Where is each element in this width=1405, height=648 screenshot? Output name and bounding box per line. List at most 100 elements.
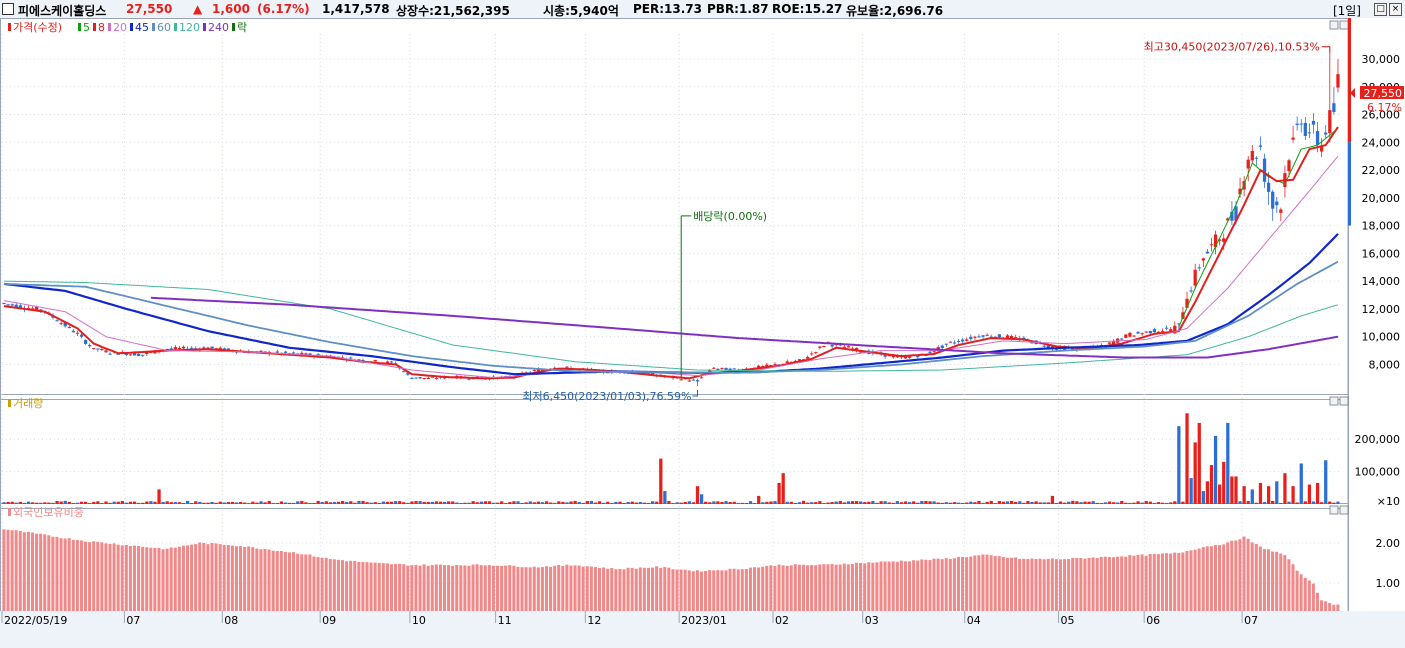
candle-body (275, 351, 279, 353)
restore-icon[interactable]: □ (1374, 3, 1387, 16)
candle-body (969, 336, 973, 340)
volume-bar (712, 501, 716, 504)
foreign-ratio-bar (646, 567, 650, 611)
volume-bar (997, 500, 1002, 504)
candle-body (1107, 342, 1112, 344)
candle-body (646, 372, 651, 374)
foreign-ratio-bar (622, 569, 626, 611)
candle-body (757, 365, 761, 369)
foreign-ratio-bar (426, 565, 430, 611)
foreign-ratio-bar (124, 544, 128, 611)
candle-body (6, 304, 10, 306)
foreign-ratio-bar (777, 564, 781, 611)
candle-body (434, 378, 439, 380)
volume-bar (1307, 484, 1312, 504)
volume-bar (516, 501, 520, 504)
candle-body (1311, 120, 1316, 125)
foreign-ratio-bar (597, 567, 602, 611)
volume-bar (875, 502, 879, 504)
volume-bar (850, 501, 855, 504)
volume-bar (834, 501, 838, 504)
foreign-ratio-bar (1091, 557, 1095, 611)
foreign-ratio-bar (1022, 558, 1026, 611)
candle-body (1042, 345, 1046, 347)
volume-bar (349, 501, 353, 504)
volume-bar (43, 502, 47, 504)
volume-bar (104, 501, 108, 504)
foreign-ratio-bar (1197, 548, 1201, 611)
volume-bar (10, 501, 14, 504)
foreign-ratio-bar (132, 545, 137, 611)
candle-body (1148, 330, 1152, 334)
close-icon[interactable]: × (1389, 3, 1402, 16)
volume-bar (267, 500, 271, 504)
volume-bar (1042, 502, 1046, 504)
candle-body (145, 352, 149, 354)
volume-bar (206, 502, 210, 504)
dividend-annotation: 배당락(0.00%) (693, 210, 767, 223)
volume-bar (483, 501, 488, 504)
x-tick-label: 12 (587, 614, 601, 627)
volume-bar (569, 501, 573, 504)
volume-bar (259, 501, 263, 504)
volume-bar (1230, 476, 1234, 504)
volume-bar (961, 502, 965, 504)
foreign-ratio-bar (932, 558, 936, 611)
foreign-ratio-bar (985, 554, 989, 611)
candle-body (104, 350, 108, 353)
foreign-ratio-bar (1144, 555, 1148, 611)
volume-bar (912, 501, 916, 504)
foreign-ratio-bar (320, 557, 324, 611)
candle-body (973, 336, 977, 338)
foreign-ratio-bar (1315, 592, 1319, 611)
foreign-ratio-bar (569, 565, 573, 611)
stock-chart[interactable]: 최고30,450(2023/07/26),10.53% 최저6,450(2023/… (0, 18, 1405, 648)
stock-header-bar: 피에스케이홀딩스 27,550 ▲ 1,600 (6.17%) 1,417,57… (0, 0, 1405, 19)
x-tick-label: 05 (1061, 614, 1075, 627)
volume-bar (830, 502, 834, 504)
volume-bar (157, 489, 161, 504)
candle-body (14, 304, 18, 308)
volume-bar (500, 501, 504, 504)
volume-bar (479, 501, 483, 504)
foreign-ratio-bar (1246, 538, 1250, 611)
volume-bar (1246, 501, 1250, 504)
volume-bar (312, 502, 316, 504)
volume-bar (822, 503, 826, 504)
foreign-ratio-bar (1164, 553, 1169, 611)
volume-bar (51, 502, 55, 504)
foreign-ratio-bar (1124, 556, 1128, 611)
low-arrow-icon (692, 389, 699, 397)
period-selector[interactable]: [1일] (1332, 4, 1361, 18)
foreign-ratio-bar (1311, 583, 1315, 611)
candle-body (936, 347, 940, 351)
candle-body (908, 356, 912, 358)
foreign-ratio-bar (255, 548, 259, 611)
candle-body (259, 350, 263, 352)
ma-line-60 (3, 260, 1339, 374)
volume-bar (410, 501, 414, 504)
volume-bar (1205, 481, 1210, 504)
candle-body (1258, 145, 1263, 147)
foreign-ratio-bar (830, 564, 834, 611)
stock-name[interactable]: 피에스케이홀딩스 (18, 4, 107, 18)
foreign-ratio-bar (699, 571, 704, 611)
candle-body (1193, 269, 1197, 286)
volume-bar (1152, 502, 1157, 504)
volume-bar (1136, 501, 1140, 504)
volume-bar (471, 501, 475, 504)
volume-bar (222, 502, 226, 504)
candle-body (1266, 182, 1271, 192)
foreign-ratio-bar (610, 567, 614, 611)
select-checkbox[interactable] (2, 3, 14, 15)
foreign-ratio-bar (35, 533, 39, 611)
volume-bar (736, 502, 740, 504)
foreign-ratio-bar (846, 564, 850, 611)
volume-bar (124, 502, 129, 504)
candle-body (385, 361, 390, 363)
volume-bar (826, 502, 830, 504)
volume-bar (63, 500, 67, 504)
volume-bar (137, 502, 141, 504)
price-tick-label: 30,000 (1362, 53, 1401, 66)
foreign-ratio-bar (655, 566, 659, 611)
